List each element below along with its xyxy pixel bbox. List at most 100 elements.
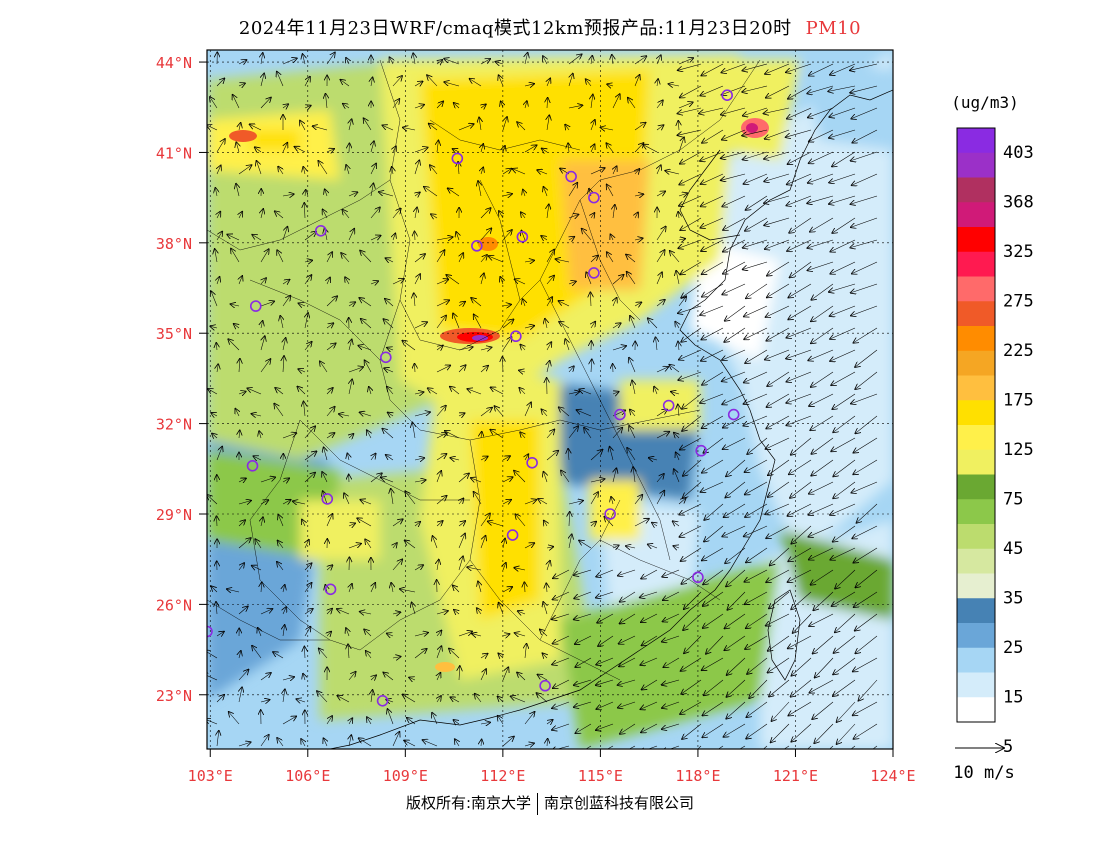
wind-arrow — [502, 456, 510, 460]
wind-arrow — [604, 517, 614, 527]
wind-arrow — [320, 361, 328, 373]
wind-arrow — [349, 119, 352, 131]
wind-arrow — [304, 77, 310, 87]
wind-arrow — [303, 54, 306, 65]
wind-arrow — [809, 393, 834, 406]
wind-arrow — [642, 679, 658, 690]
wind-arrow — [365, 539, 372, 549]
wind-arrow — [238, 520, 245, 527]
wind-arrow — [261, 74, 264, 87]
wind-arrow — [346, 58, 349, 65]
wind-arrow — [233, 95, 240, 109]
wind-arrow — [832, 217, 856, 233]
wind-arrow — [700, 85, 724, 96]
wind-arrow — [700, 393, 724, 403]
legend-swatch — [957, 301, 995, 327]
wind-arrow — [726, 569, 746, 586]
wind-arrow — [261, 209, 263, 219]
wind-arrow — [348, 302, 355, 306]
wind-arrow — [227, 589, 240, 592]
wind-arrow — [427, 75, 438, 87]
wind-arrow — [538, 675, 548, 681]
wind-arrow — [414, 293, 415, 307]
wind-arrow — [613, 166, 617, 175]
wind-arrow — [349, 380, 352, 395]
wind-arrow — [744, 371, 768, 383]
wind-arrow — [437, 60, 442, 64]
wind-arrow — [850, 63, 878, 70]
wind-arrow — [546, 250, 554, 263]
wind-arrow — [809, 151, 834, 163]
wind-arrow — [575, 635, 592, 644]
wind-arrow — [357, 518, 372, 527]
wind-arrow — [511, 696, 526, 703]
wind-arrow — [283, 607, 286, 615]
wind-arrow — [216, 602, 217, 615]
wind-arrow — [656, 432, 669, 439]
wind-arrow — [568, 183, 577, 197]
wind-arrow — [569, 74, 573, 87]
wind-arrow — [450, 458, 460, 460]
wind-arrow — [553, 591, 570, 600]
wind-arrow — [702, 459, 724, 473]
wind-arrow — [786, 415, 812, 425]
wind-arrow — [743, 63, 768, 71]
wind-arrow — [854, 327, 878, 343]
wind-arrow — [216, 232, 222, 241]
wind-arrow — [634, 495, 642, 505]
wind-arrow — [726, 459, 746, 476]
wind-arrow — [766, 569, 790, 582]
wind-arrow — [543, 56, 547, 65]
wind-arrow — [725, 635, 746, 650]
wind-arrow — [745, 349, 768, 363]
wind-arrow — [568, 105, 582, 108]
wind-arrow — [414, 565, 423, 570]
wind-arrow — [371, 454, 376, 461]
wind-arrow — [590, 450, 602, 461]
wind-arrow — [252, 646, 262, 659]
wind-arrow — [568, 54, 582, 65]
wind-arrow — [449, 649, 460, 659]
wind-arrow — [853, 459, 878, 474]
legend-swatch — [957, 449, 995, 475]
wind-arrow — [500, 277, 503, 285]
wind-arrow — [217, 731, 219, 747]
wind-arrow — [480, 536, 486, 549]
wind-arrow — [787, 371, 812, 382]
wind-arrow — [703, 591, 724, 606]
copyright-right: 南京创蓝科技有限公司 — [544, 794, 695, 812]
wind-arrow — [326, 296, 337, 307]
wind-arrow — [789, 459, 812, 474]
wind-arrow — [371, 690, 373, 703]
wind-arrow — [634, 75, 640, 87]
wind-arrow — [786, 63, 812, 72]
wind-arrow — [297, 387, 306, 395]
wind-arrow — [657, 79, 658, 87]
wind-arrow — [502, 194, 512, 196]
wind-arrow — [366, 651, 372, 659]
wind-arrow — [790, 261, 812, 277]
wind-arrow — [384, 319, 394, 329]
wind-arrow — [640, 657, 658, 665]
wind-arrow — [701, 195, 724, 206]
wind-arrow — [745, 459, 768, 472]
wind-arrow — [247, 388, 262, 395]
wind-arrow — [681, 547, 702, 561]
wind-arrow — [480, 59, 490, 65]
wind-arrow — [392, 612, 400, 614]
wind-arrow — [414, 458, 424, 460]
wind-arrow — [524, 582, 525, 593]
wind-arrow — [436, 611, 448, 614]
wind-arrow — [348, 192, 357, 196]
wind-arrow — [293, 501, 306, 504]
wind-arrow — [702, 723, 724, 737]
wind-arrow — [641, 569, 658, 579]
city-station-marker — [588, 191, 600, 204]
wind-arrow — [524, 145, 537, 153]
wind-arrow — [641, 701, 658, 709]
legend-unit: (ug/m3) — [951, 93, 1018, 112]
wind-arrow — [515, 633, 526, 636]
wind-arrow — [239, 359, 240, 373]
wind-arrow — [455, 739, 459, 747]
wind-arrow — [853, 701, 878, 715]
